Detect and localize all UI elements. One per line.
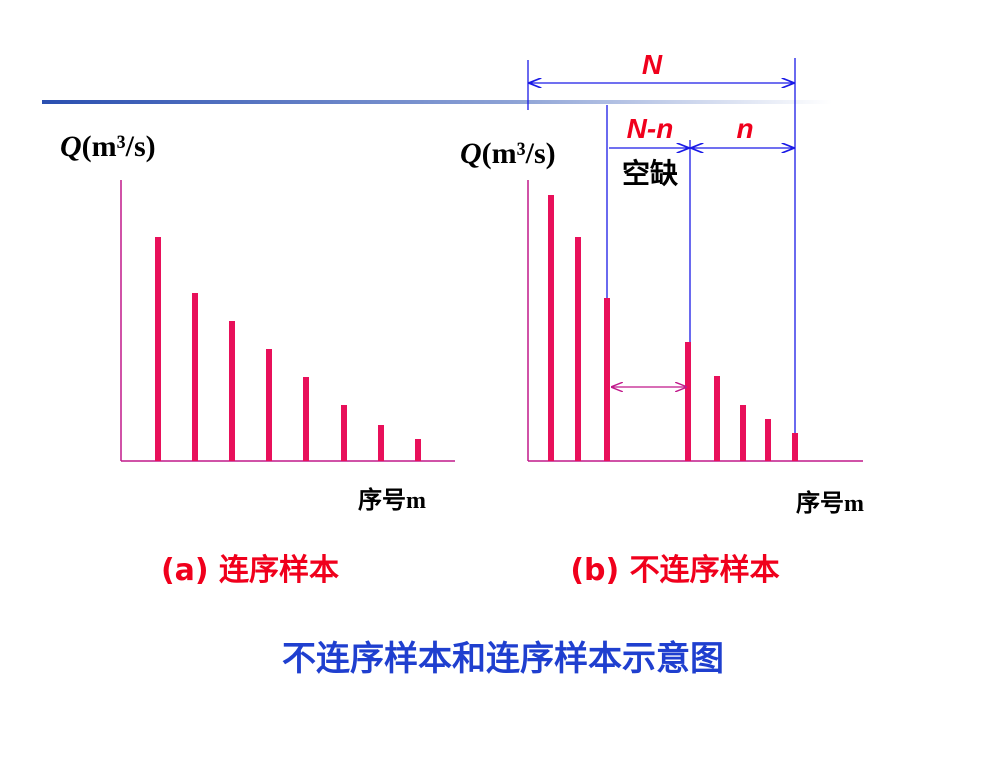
x-label: 序号m (358, 486, 426, 514)
y-label: Q(m³/s) (460, 137, 556, 170)
span-observed: n (736, 113, 753, 144)
x-label: 序号m (796, 489, 864, 517)
caption: (a) 连序样本 (161, 553, 339, 588)
y-symbol: Q (460, 137, 482, 170)
span-gap: N-n (627, 113, 674, 144)
panel-b: N N-n n 空缺 Q(m³/s) 序号m (b) 不连序样本 (460, 49, 864, 588)
bars (548, 195, 798, 461)
gap-label: 空缺 (622, 157, 679, 190)
y-symbol: Q (60, 130, 82, 163)
divider (42, 100, 832, 104)
y-unit: (m³/s) (82, 130, 156, 163)
bars (155, 237, 421, 461)
title: 不连序样本和连序样本示意图 (282, 639, 724, 679)
y-unit: (m³/s) (482, 137, 556, 170)
span-lines (527, 58, 796, 433)
caption: (b) 不连序样本 (570, 553, 779, 588)
y-label: Q(m³/s) (60, 130, 156, 163)
span-total: N (642, 49, 663, 80)
panel-a: Q(m³/s) 序号m (a) 连序样本 (60, 130, 455, 588)
